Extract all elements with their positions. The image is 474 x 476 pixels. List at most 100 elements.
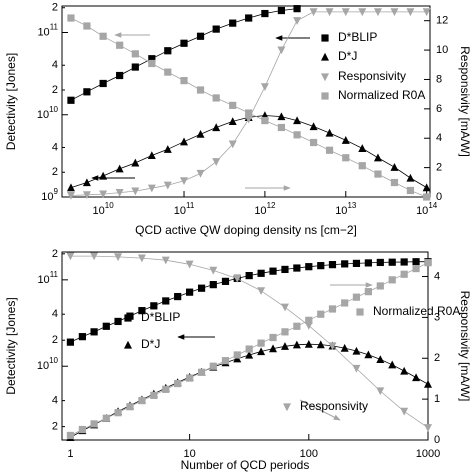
- data-point: [174, 292, 182, 301]
- data-point: [400, 270, 408, 278]
- data-point: [292, 340, 301, 349]
- legend-label: Responsivity: [338, 69, 406, 83]
- data-point: [102, 322, 110, 330]
- y2-axis-label: Responsivity [mA/W]: [458, 291, 472, 402]
- data-point: [341, 8, 350, 17]
- data-point: [99, 190, 108, 199]
- data-point: [325, 146, 334, 154]
- y-tick-label: 2: [52, 166, 58, 178]
- annotation-arrow: [299, 399, 341, 421]
- data-point: [67, 14, 75, 22]
- data-point: [186, 374, 194, 382]
- x-axis-label: QCD active QW doping density ns [cm−2]: [135, 223, 357, 237]
- data-point: [83, 22, 91, 30]
- data-point: [341, 260, 349, 268]
- data-point: [376, 282, 384, 290]
- data-point: [66, 338, 75, 346]
- x-tick-label: 1012: [254, 201, 276, 217]
- data-point: [257, 339, 265, 347]
- y-tick-label: 2: [52, 84, 58, 96]
- y-tick-label-base: 4: [52, 141, 58, 153]
- y-tick-label: 4: [52, 395, 58, 407]
- y-tick-label-base: 4: [52, 59, 58, 71]
- data-point: [390, 178, 399, 187]
- data-point: [116, 41, 124, 49]
- data-point: [280, 342, 289, 350]
- data-point: [412, 258, 420, 266]
- data-point: [212, 94, 220, 102]
- y-tick-label-base: 2: [52, 334, 58, 346]
- data-point: [229, 19, 237, 27]
- legend-label: Responsivity: [300, 399, 368, 413]
- data-point: [180, 77, 188, 85]
- data-point: [233, 274, 242, 283]
- x-tick-label-exponent: 12: [267, 201, 276, 210]
- data-point: [424, 379, 432, 388]
- y-tick-label: 4: [52, 308, 58, 320]
- data-point: [424, 424, 432, 432]
- data-point: [376, 387, 385, 396]
- data-point: [374, 170, 382, 178]
- series-line: [70, 115, 427, 188]
- data-point: [376, 355, 385, 363]
- data-point: [150, 302, 158, 310]
- data-point: [340, 343, 349, 352]
- data-point: [412, 373, 421, 382]
- legend-label: Normalized R0A: [338, 88, 425, 102]
- data-point: [423, 193, 431, 201]
- data-point: [325, 128, 334, 137]
- data-point: [185, 260, 194, 269]
- data-point: [422, 183, 431, 192]
- data-point: [293, 264, 301, 272]
- data-point: [352, 346, 361, 355]
- x-tick-label: 10: [183, 448, 195, 460]
- data-point: [281, 265, 289, 274]
- y-tick-label-base: 10: [37, 274, 49, 286]
- data-point: [66, 431, 75, 440]
- data-point: [99, 171, 108, 180]
- y-tick-label-base: 2: [52, 2, 58, 14]
- data-point: [116, 71, 124, 80]
- y2-tick-label: 8: [436, 73, 442, 85]
- data-point: [257, 287, 266, 296]
- y-tick-label-base: 2: [52, 421, 58, 433]
- data-point: [228, 117, 237, 126]
- data-point: [328, 261, 337, 269]
- y-tick-label: 1010: [37, 105, 59, 121]
- data-point: [162, 297, 170, 305]
- data-point: [406, 186, 415, 195]
- x-tick-label-base: 10: [93, 205, 105, 217]
- legend-label: Normalized R0A: [373, 304, 460, 318]
- x-tick-label-exponent: 10: [105, 201, 114, 210]
- data-point: [309, 8, 318, 17]
- data-point: [67, 96, 75, 104]
- y-axis-label: Detectivity [Jones]: [4, 297, 18, 394]
- data-point: [352, 364, 361, 373]
- data-point: [99, 79, 107, 88]
- y2-tick-label: 2: [436, 162, 442, 174]
- data-point: [229, 101, 237, 109]
- data-point: [424, 259, 432, 267]
- data-point: [180, 39, 188, 47]
- data-point: [317, 310, 325, 318]
- data-point: [260, 83, 269, 92]
- data-point: [221, 277, 230, 285]
- y2-tick-label: 1: [434, 393, 440, 405]
- y-tick-label: 109: [41, 187, 58, 203]
- data-point: [400, 407, 409, 416]
- data-point: [66, 183, 75, 192]
- data-point: [147, 184, 156, 193]
- data-point: [277, 46, 286, 55]
- data-point: [131, 187, 140, 196]
- y-tick-label: 2: [52, 421, 58, 433]
- legend-marker: [124, 340, 132, 349]
- y2-tick-label: 4: [434, 270, 440, 282]
- data-point: [390, 8, 399, 17]
- data-point: [137, 254, 146, 263]
- data-point: [197, 368, 206, 376]
- legend-marker: [283, 403, 291, 412]
- y-axis-label: Detectivity [Jones]: [4, 53, 18, 150]
- x-tick-label-exponent: 14: [428, 201, 437, 210]
- x-tick-label-base: 10: [335, 205, 347, 217]
- data-point: [304, 339, 313, 348]
